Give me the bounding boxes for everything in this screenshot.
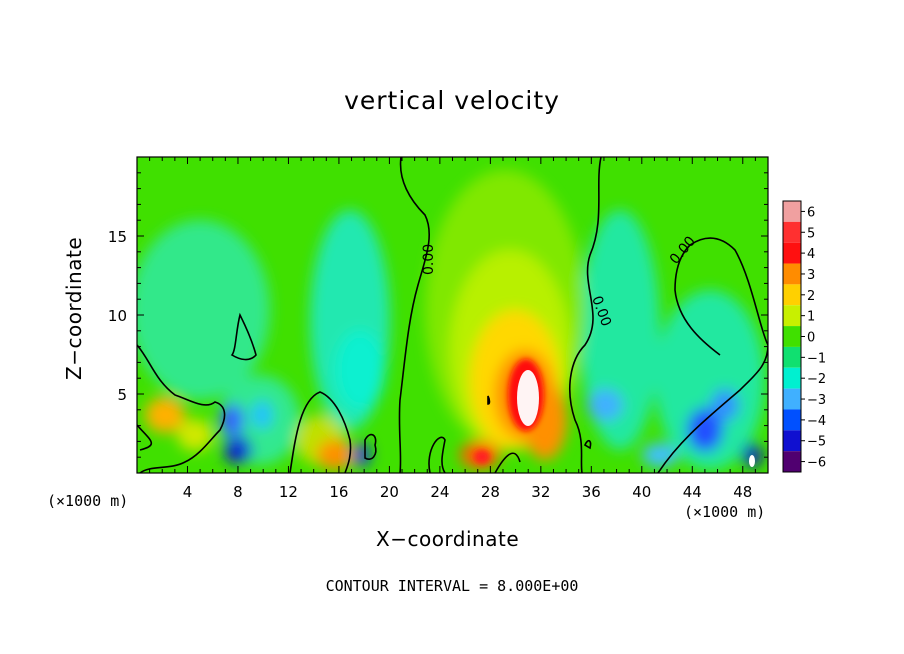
colorbar-swatch [783, 201, 801, 222]
x-unit-left: (×1000 m) [47, 492, 129, 510]
colorbar-swatch [783, 263, 801, 285]
colorbar-label: 1 [807, 310, 815, 325]
contour-interval: CONTOUR INTERVAL = 8.000E+00 [325, 577, 579, 595]
colorbar-label: 4 [807, 247, 815, 262]
x-tick-label: 40 [632, 483, 651, 501]
x-tick-label: 4 [183, 483, 193, 501]
colorbar-swatch [783, 242, 801, 264]
x-tick-label: 36 [582, 483, 601, 501]
x-axis-label: X−coordinate [376, 527, 520, 551]
colorbar-swatch [783, 388, 801, 410]
colorbar-swatch [783, 451, 801, 472]
x-tick-label: 24 [430, 483, 449, 501]
colorbar-label: 0 [807, 331, 815, 346]
colorbar-label: −2 [807, 372, 826, 387]
colorbar: 6 5 4 3 2 1 0 −1 −2 −3 −4 −5 −6 [782, 200, 826, 473]
colorbar-label: 3 [807, 268, 815, 283]
colorbar-swatch [783, 326, 801, 347]
colorbar-label: −5 [807, 435, 826, 450]
y-tick-label: 5 [117, 386, 127, 404]
chart-title: vertical velocity [344, 86, 560, 115]
x-tick-label: 12 [279, 483, 298, 501]
colorbar-swatch [783, 221, 801, 243]
x-unit-right: (×1000 m) [684, 503, 766, 521]
x-tick-label: 28 [481, 483, 500, 501]
colorbar-label: −6 [807, 456, 826, 471]
x-tick-label: 44 [683, 483, 702, 501]
contour-label: 0.00 [421, 244, 437, 275]
colorbar-label: 2 [807, 289, 815, 304]
colorbar-swatch [783, 305, 801, 327]
y-axis-label: Z−coordinate [62, 236, 86, 380]
y-tick-label: 10 [108, 307, 127, 325]
x-tick-label: 20 [380, 483, 399, 501]
colorbar-swatch [783, 409, 801, 431]
colorbar-label: 5 [807, 226, 815, 241]
colorbar-swatch [783, 346, 801, 368]
x-tick-label: 16 [329, 483, 348, 501]
colorbar-label: −3 [807, 393, 826, 408]
x-tick-label: 32 [531, 483, 550, 501]
colorbar-label: −4 [807, 414, 826, 429]
y-tick-label: 15 [108, 228, 127, 246]
colorbar-label: −1 [807, 351, 826, 366]
colorbar-swatch [783, 430, 801, 452]
x-tick-label: 8 [233, 483, 243, 501]
heatmap-field [137, 157, 768, 473]
x-tick-label: 48 [733, 483, 752, 501]
colorbar-label: 6 [807, 205, 815, 220]
colorbar-swatch [783, 367, 801, 389]
colorbar-swatch [783, 284, 801, 306]
